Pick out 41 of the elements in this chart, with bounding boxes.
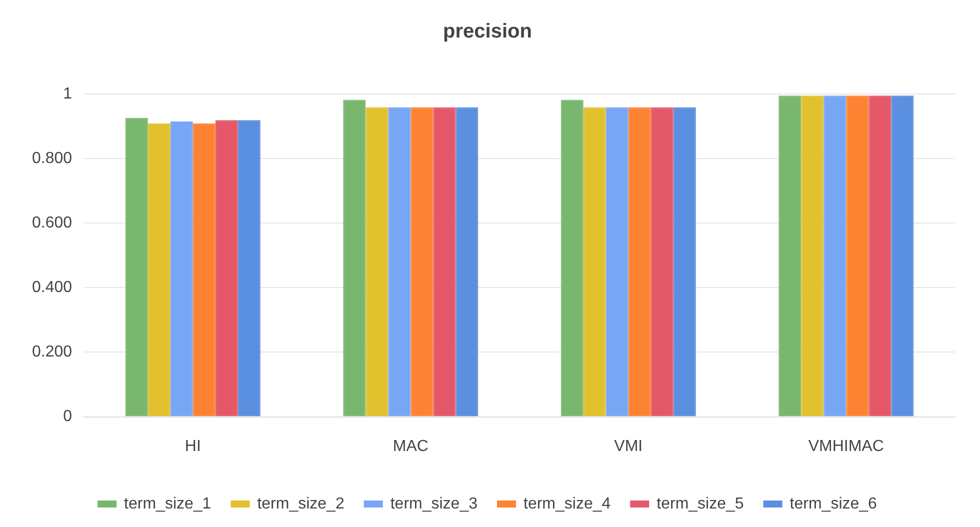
bar — [148, 123, 170, 416]
bar — [606, 107, 628, 416]
legend-label: term_size_6 — [790, 495, 878, 512]
y-tick-label: 0.600 — [32, 214, 72, 232]
bar — [560, 100, 584, 416]
bar — [868, 96, 892, 416]
bar — [125, 118, 148, 416]
bar — [170, 121, 193, 416]
bar — [583, 107, 606, 416]
bar — [673, 107, 696, 416]
x-tick-label: VMHIMAC — [808, 438, 884, 455]
bar — [891, 96, 914, 416]
bar — [456, 107, 478, 416]
bar — [388, 107, 411, 416]
y-tick-label: 0.800 — [32, 150, 72, 167]
legend-label: term_size_3 — [390, 495, 478, 512]
y-tick-label: 1 — [63, 85, 72, 102]
legend-label: term_size_1 — [124, 495, 212, 512]
y-tick-label: 0.200 — [32, 344, 72, 361]
x-tick-label: HI — [184, 438, 201, 455]
bar — [846, 96, 869, 416]
y-tick-label: 0.400 — [32, 279, 72, 296]
bar — [410, 107, 434, 416]
bar — [650, 107, 674, 416]
bar — [343, 100, 366, 416]
x-tick-label: VMI — [614, 438, 643, 455]
bar — [366, 107, 388, 416]
bar — [628, 107, 651, 416]
y-tick-label: 0 — [63, 408, 72, 426]
bar — [433, 107, 456, 416]
bar — [192, 123, 216, 416]
x-tick-label: MAC — [392, 438, 428, 455]
legend-label: term_size_4 — [524, 495, 611, 512]
legend-label: term_size_5 — [656, 495, 744, 512]
bar — [801, 96, 824, 416]
bar — [824, 96, 846, 416]
bar — [238, 120, 260, 416]
bar — [778, 96, 802, 416]
legend-label: term_size_2 — [257, 495, 344, 512]
bar — [215, 120, 238, 416]
chart-title: precision — [443, 20, 532, 43]
